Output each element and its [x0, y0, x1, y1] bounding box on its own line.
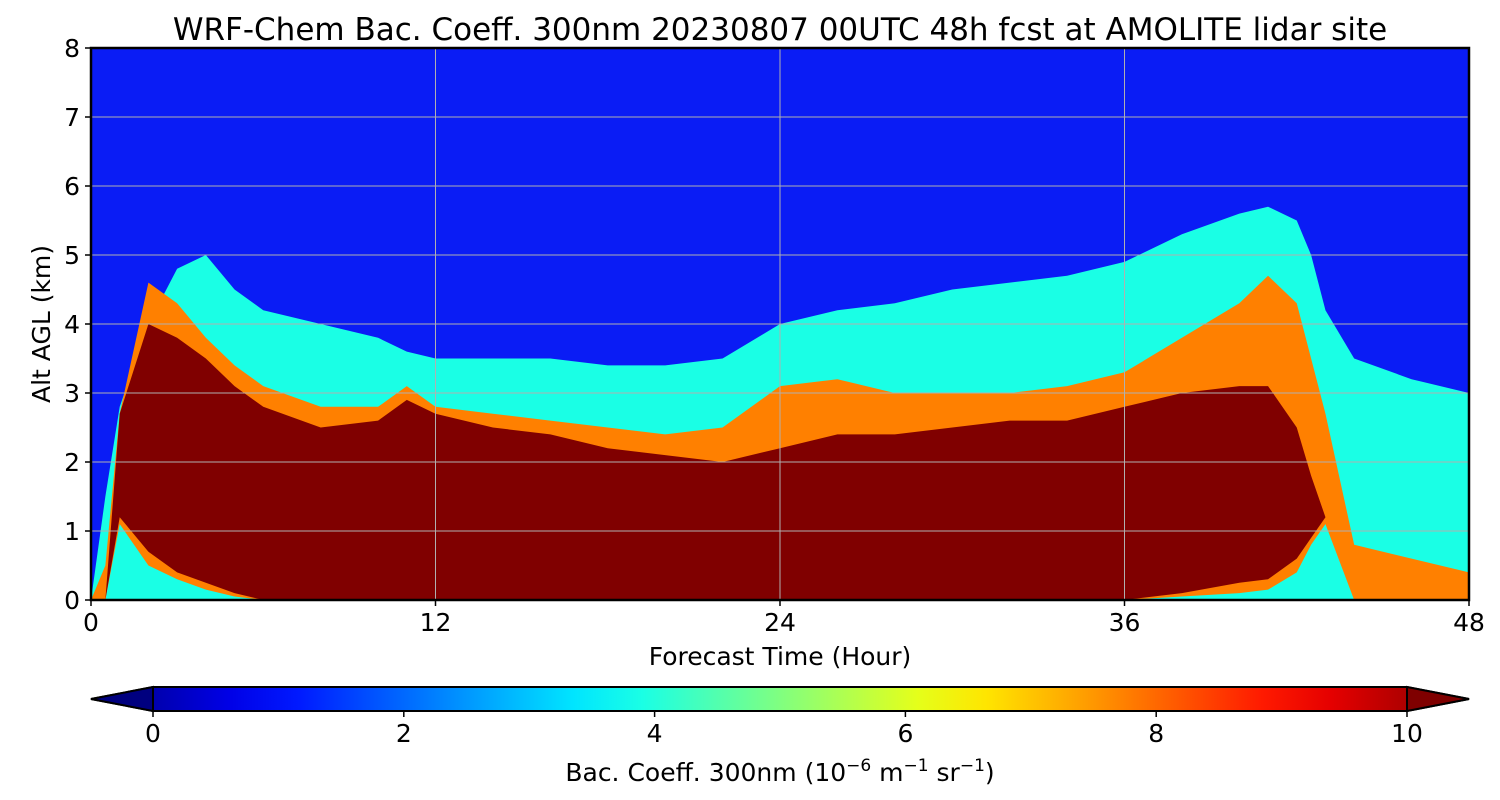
colorbar-extend-low	[90, 685, 154, 713]
chart-title: WRF-Chem Bac. Coeff. 300nm 20230807 00UT…	[173, 12, 1387, 48]
colorbar-tick-label: 2	[396, 719, 412, 748]
colorbar-tick-label: 4	[647, 719, 663, 748]
y-tick-label: 1	[64, 517, 80, 546]
y-axis-label: Alt AGL (km)	[27, 245, 56, 403]
x-axis-label: Forecast Time (Hour)	[649, 642, 912, 671]
x-tick-label: 12	[420, 608, 452, 637]
y-tick-label: 2	[64, 448, 80, 477]
colorbar: 0 2 4 6 8 10 Bac. Coeff. 300nm (10−6 m−1 sr−1…	[90, 685, 1470, 787]
colorbar-label: Bac. Coeff. 300nm (10−6 m−1 sr−1)	[565, 756, 994, 787]
colorbar-tick-label: 8	[1148, 719, 1164, 748]
x-tick-label: 36	[1109, 608, 1141, 637]
plot-area	[89, 46, 1471, 602]
x-tick-label: 0	[83, 608, 99, 637]
colorbar-body	[90, 686, 1470, 712]
x-tick-label: 24	[764, 608, 796, 637]
colorbar-tick-label: 0	[145, 719, 161, 748]
y-tick-label: 6	[64, 172, 80, 201]
y-tick-label: 4	[64, 310, 80, 339]
y-tick-label: 8	[64, 34, 80, 63]
y-tick-label: 0	[64, 586, 80, 615]
y-tick-label: 3	[64, 379, 80, 408]
y-axis: 0 1 2 3 4 5 6 7 8	[64, 34, 91, 615]
colorbar-tick-label: 10	[1391, 719, 1423, 748]
colorbar-extend-high	[1406, 685, 1470, 713]
x-axis: 0 12 24 36 48	[83, 600, 1485, 637]
y-tick-label: 5	[64, 241, 80, 270]
y-tick-label: 7	[64, 103, 80, 132]
x-tick-label: 48	[1453, 608, 1485, 637]
colorbar-tick-label: 6	[897, 719, 913, 748]
